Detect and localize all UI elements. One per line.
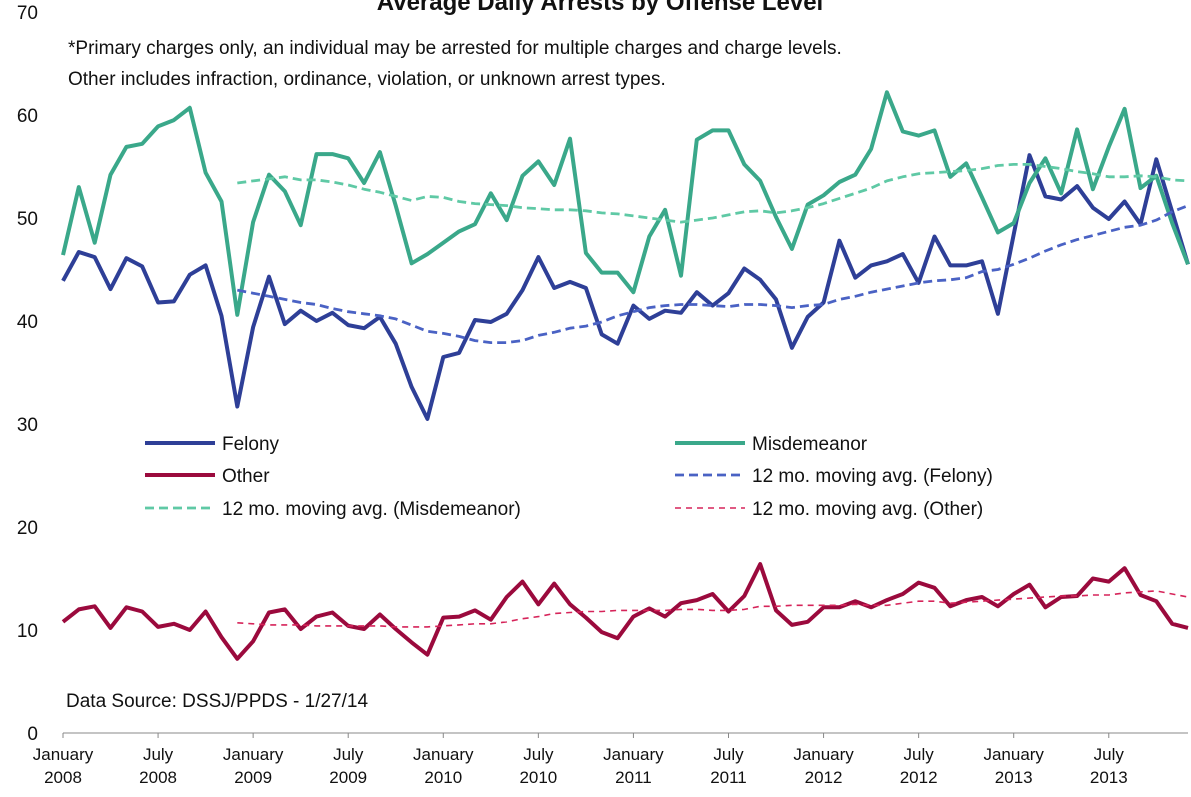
x-tick-label: July 2008 [139, 745, 177, 787]
chart-title: Average Daily Arrests by Offense Level [377, 0, 823, 16]
series-line [61, 153, 1190, 421]
legend-label: Other [222, 466, 270, 487]
series-line [61, 90, 1190, 317]
x-tick-label: July 2013 [1090, 745, 1128, 787]
annotation: *Primary charges only, an individual may… [68, 38, 842, 59]
legend-label: 12 mo. moving avg. (Felony) [752, 466, 993, 487]
series-line [237, 204, 1189, 344]
series-line [237, 590, 1189, 628]
x-tick-label: January 2010 [413, 745, 474, 787]
y-tick-label: 20 [17, 518, 38, 539]
y-tick-label: 60 [17, 106, 38, 127]
legend-label: 12 mo. moving avg. (Other) [752, 499, 983, 520]
y-tick-label: 0 [27, 724, 38, 745]
annotation: Other includes infraction, ordinance, vi… [68, 69, 666, 90]
x-tick-label: January 2012 [793, 745, 854, 787]
y-tick-label: 10 [17, 621, 38, 642]
legend-label: Misdemeanor [752, 434, 868, 455]
x-tick-label: July 2010 [519, 745, 557, 787]
x-tick-label: January 2011 [603, 745, 664, 787]
y-tick-label: 30 [17, 415, 38, 436]
x-tick-label: January 2013 [983, 745, 1044, 787]
x-tick-label: July 2009 [329, 745, 367, 787]
x-tick-label: July 2012 [900, 745, 938, 787]
x-tick-label: July 2011 [710, 745, 747, 787]
series-line [61, 562, 1189, 661]
y-tick-label: 40 [17, 312, 38, 333]
y-tick-label: 50 [17, 209, 38, 230]
x-tick-label: January 2009 [223, 745, 284, 787]
series-line [237, 163, 1189, 224]
annotation: Data Source: DSSJ/PPDS - 1/27/14 [66, 691, 368, 712]
legend-label: 12 mo. moving avg. (Misdemeanor) [222, 499, 521, 520]
x-tick-label: January 2008 [33, 745, 94, 787]
legend-label: Felony [222, 434, 280, 455]
y-tick-label: 70 [17, 3, 38, 24]
